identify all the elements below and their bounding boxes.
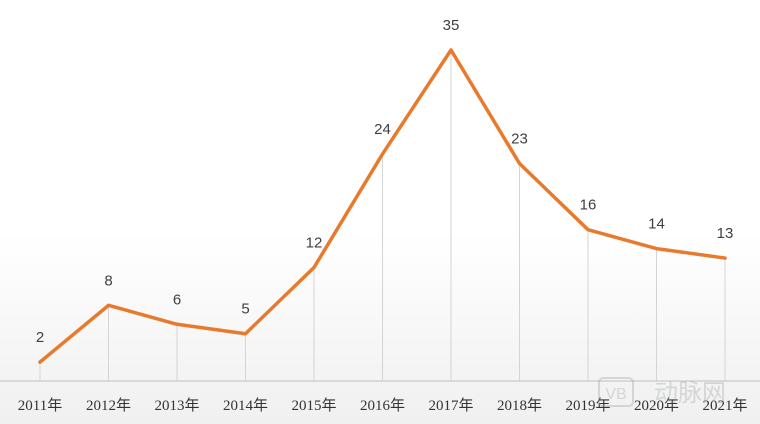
data-point bbox=[380, 152, 385, 156]
x-tick-label: 2012年 bbox=[86, 397, 131, 414]
x-tick-labels: 2011年 2012年 2013年 2014年 2015年 2016年 2017年 2018年… bbox=[18, 397, 748, 414]
data-label: 13 bbox=[717, 225, 734, 242]
x-tick-label: 2017年 bbox=[428, 397, 473, 414]
data-label: 6 bbox=[173, 291, 181, 308]
data-point bbox=[654, 247, 659, 251]
data-point bbox=[175, 322, 179, 326]
data-label: 8 bbox=[104, 272, 112, 289]
data-point bbox=[312, 265, 316, 270]
data-point bbox=[517, 161, 522, 166]
data-label: 23 bbox=[511, 130, 528, 147]
svg-text:动脉网: 动脉网 bbox=[654, 379, 726, 407]
x-tick-label: 2011年 bbox=[18, 397, 62, 414]
x-tick-label: 2015年 bbox=[291, 397, 336, 414]
drop-lines bbox=[39, 50, 726, 381]
data-point bbox=[449, 48, 453, 52]
x-tick-label: 2018年 bbox=[497, 397, 542, 414]
x-tick-label: 2016年 bbox=[360, 397, 405, 414]
watermark-logo: VB 动脉网 bbox=[598, 377, 726, 407]
data-label: 2 bbox=[36, 329, 44, 346]
data-point bbox=[106, 303, 111, 307]
data-label: 12 bbox=[306, 235, 323, 252]
data-label: 5 bbox=[241, 301, 249, 318]
data-label: 24 bbox=[374, 121, 391, 138]
data-label: 16 bbox=[580, 197, 597, 214]
data-label: 35 bbox=[443, 17, 460, 34]
data-point bbox=[586, 228, 590, 232]
x-tick-label: 2019年 bbox=[565, 397, 610, 414]
x-tick-label: 2020年 bbox=[634, 397, 679, 414]
svg-text:VB: VB bbox=[605, 386, 626, 403]
x-tick-label: 2014年 bbox=[223, 397, 268, 414]
x-tick-label: 2013年 bbox=[154, 397, 199, 414]
x-tick-label: 2021年 bbox=[702, 397, 747, 414]
data-point bbox=[723, 256, 727, 260]
data-labels: 2 8 6 5 12 24 35 23 16 14 13 bbox=[36, 17, 734, 364]
data-label: 14 bbox=[648, 216, 665, 233]
data-point bbox=[38, 360, 42, 364]
data-point bbox=[243, 332, 248, 336]
